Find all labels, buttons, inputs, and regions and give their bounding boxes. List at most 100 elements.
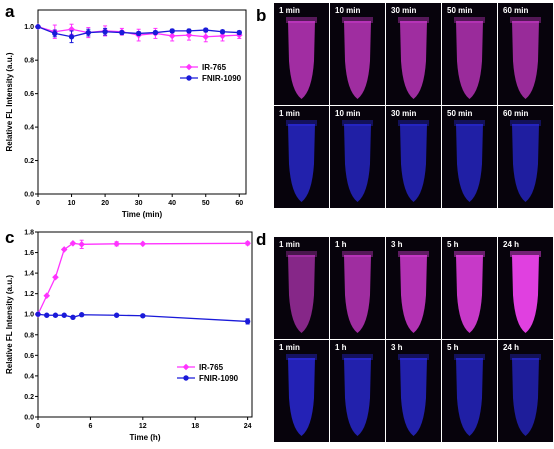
grid-d-cell-label: 1 min — [279, 343, 300, 352]
chart-c-series-fnir1090-point — [52, 312, 59, 318]
grid-d-cell-bottom-2: 3 h — [386, 340, 441, 442]
tube-shape — [400, 124, 427, 202]
tube-rim — [286, 354, 317, 360]
grid-b-cell-label: 60 min — [503, 6, 529, 15]
chart-a-series-ir765-point — [168, 32, 176, 40]
chart-c-x-axis-label: Time (h) — [130, 433, 161, 442]
chart-c-series-ir765-point — [113, 240, 120, 248]
grid-b-cell-label: 10 min — [335, 109, 361, 118]
chart-a-series-fnir1090-point — [119, 29, 125, 36]
chart-c-series-ir765-point — [43, 292, 51, 300]
tube-rim — [342, 251, 373, 257]
chart-a-legend-ir765-marker — [185, 63, 193, 71]
tube-shape — [456, 21, 483, 99]
tube-shape — [512, 255, 539, 333]
panel-letter-c: c — [5, 228, 15, 247]
grid-b-cell-bottom-3: 50 min — [442, 106, 497, 208]
tube-shape — [512, 124, 539, 202]
chart-c-stability-hours: 0 6 12 18 24 0.0 0.2 0.4 0.6 0.8 1.0 1.2 1.4 1.6 1.8 Ti… — [5, 230, 253, 442]
tube-rim — [342, 17, 373, 23]
tube-rim — [454, 251, 485, 257]
grid-d-cell-label: 1 min — [279, 240, 300, 249]
chart-a-series-fnir1090-point — [35, 24, 41, 30]
panel-letter-a: a — [5, 2, 15, 21]
chart-a-x-tick-label: 30 — [135, 200, 143, 207]
tube-rim — [342, 354, 373, 360]
chart-c-x-tick-label: 24 — [244, 423, 252, 430]
chart-a-legend-ir765-label: IR-765 — [202, 63, 227, 72]
tube-shape — [288, 124, 315, 202]
chart-a-series-ir765-point — [202, 33, 210, 41]
chart-c-series-fnir1090-point — [78, 312, 85, 318]
grid-b-cell-label: 1 min — [279, 109, 300, 118]
grid-b-cell-top-1: 10 min — [330, 3, 385, 105]
chart-a-legend-fnir1090-label: FNIR-1090 — [202, 74, 242, 83]
tube-shape — [344, 358, 371, 436]
image-grid-b: 1 min 10 min 30 min 50 min 60 min 1 min 10 min… — [274, 3, 553, 208]
grid-b-cell-bottom-4: 60 min — [498, 106, 553, 208]
chart-c-y-axis-label: Relative FL Intensity (a.u.) — [5, 275, 14, 374]
chart-a-series-fnir1090-point — [219, 29, 226, 35]
tube-rim — [398, 354, 429, 360]
tube-shape — [456, 255, 483, 333]
tube-rim — [454, 120, 485, 126]
grid-b-cell-label: 50 min — [447, 6, 473, 15]
chart-c-y-tick-label: 0.8 — [24, 332, 34, 339]
chart-c-y-tick-label: 0.4 — [24, 373, 34, 380]
chart-c-y-tick-label: 1.0 — [24, 312, 34, 319]
tube-rim — [510, 251, 541, 257]
grid-d-cell-label: 5 h — [447, 343, 459, 352]
chart-a-series-fnir1090-point — [169, 28, 175, 34]
chart-a-series-ir765-point — [219, 32, 226, 40]
chart-c-series-fnir1090-point — [44, 312, 50, 318]
chart-c-series-fnir1090-point — [244, 318, 251, 325]
tube-rim — [398, 120, 429, 126]
tube-shape — [344, 21, 371, 99]
grid-d-cell-label: 5 h — [447, 240, 459, 249]
tube-rim — [286, 17, 317, 23]
grid-d-cell-top-1: 1 h — [330, 237, 385, 339]
tube-shape — [400, 21, 427, 99]
grid-d-cell-top-2: 3 h — [386, 237, 441, 339]
chart-c-series-ir765-point — [78, 241, 85, 248]
grid-d-cell-bottom-1: 1 h — [330, 340, 385, 442]
tube-rim — [342, 120, 373, 126]
grid-b-cell-bottom-2: 30 min — [386, 106, 441, 208]
grid-b-cell-top-2: 30 min — [386, 3, 441, 105]
chart-c-series-ir765-point — [244, 240, 251, 247]
chart-a-x-tick-label: 10 — [68, 200, 76, 207]
chart-c-legend-ir765-marker — [182, 363, 190, 371]
chart-a-y-tick-label: 1.0 — [24, 24, 34, 31]
panel-letter-b: b — [256, 6, 267, 25]
grid-d-cell-bottom-0: 1 min — [274, 340, 329, 442]
tube-shape — [456, 358, 483, 436]
chart-c-series-fnir1090-point — [70, 314, 76, 321]
grid-d-cell-label: 1 h — [335, 240, 347, 249]
chart-a-series-fnir1090-point — [68, 34, 75, 40]
chart-a-legend-fnir1090-marker — [186, 75, 192, 81]
chart-a-y-axis-label: Relative FL Intensity (a.u.) — [5, 52, 14, 151]
chart-a-stability-minutes: 0 10 20 30 40 50 60 0.0 0.2 0.4 0.6 0.8 1.0 Time (min… — [5, 9, 247, 219]
grid-d-cell-bottom-4: 24 h — [498, 340, 553, 442]
tube-rim — [398, 17, 429, 23]
chart-c-y-tick-label: 0.0 — [24, 415, 34, 422]
grid-d-cell-label: 24 h — [503, 240, 520, 249]
chart-a-series-fnir1090-point — [186, 28, 192, 34]
chart-c-x-tick-label: 18 — [191, 423, 199, 430]
tube-rim — [398, 251, 429, 257]
chart-a-plot-frame — [37, 9, 247, 195]
grid-d-cell-label: 3 h — [391, 343, 403, 352]
chart-c-x-tick-label: 12 — [139, 423, 147, 430]
grid-b-cell-label: 30 min — [391, 109, 417, 118]
chart-c-y-tick-label: 0.2 — [24, 394, 34, 401]
chart-a-x-tick-label: 20 — [101, 200, 109, 207]
chart-c-series-fnir1090-point — [61, 312, 67, 318]
grid-d-cell-label: 24 h — [503, 343, 520, 352]
chart-a-series-ir765-point — [185, 31, 193, 39]
chart-a-y-tick-label: 0.6 — [24, 91, 34, 98]
chart-a-series-fnir1090-point — [135, 30, 142, 37]
chart-c-x-tick-label: 0 — [36, 423, 40, 430]
tube-shape — [512, 358, 539, 436]
grid-d-cell-top-3: 5 h — [442, 237, 497, 339]
chart-a-y-tick-label: 0.2 — [24, 158, 34, 165]
